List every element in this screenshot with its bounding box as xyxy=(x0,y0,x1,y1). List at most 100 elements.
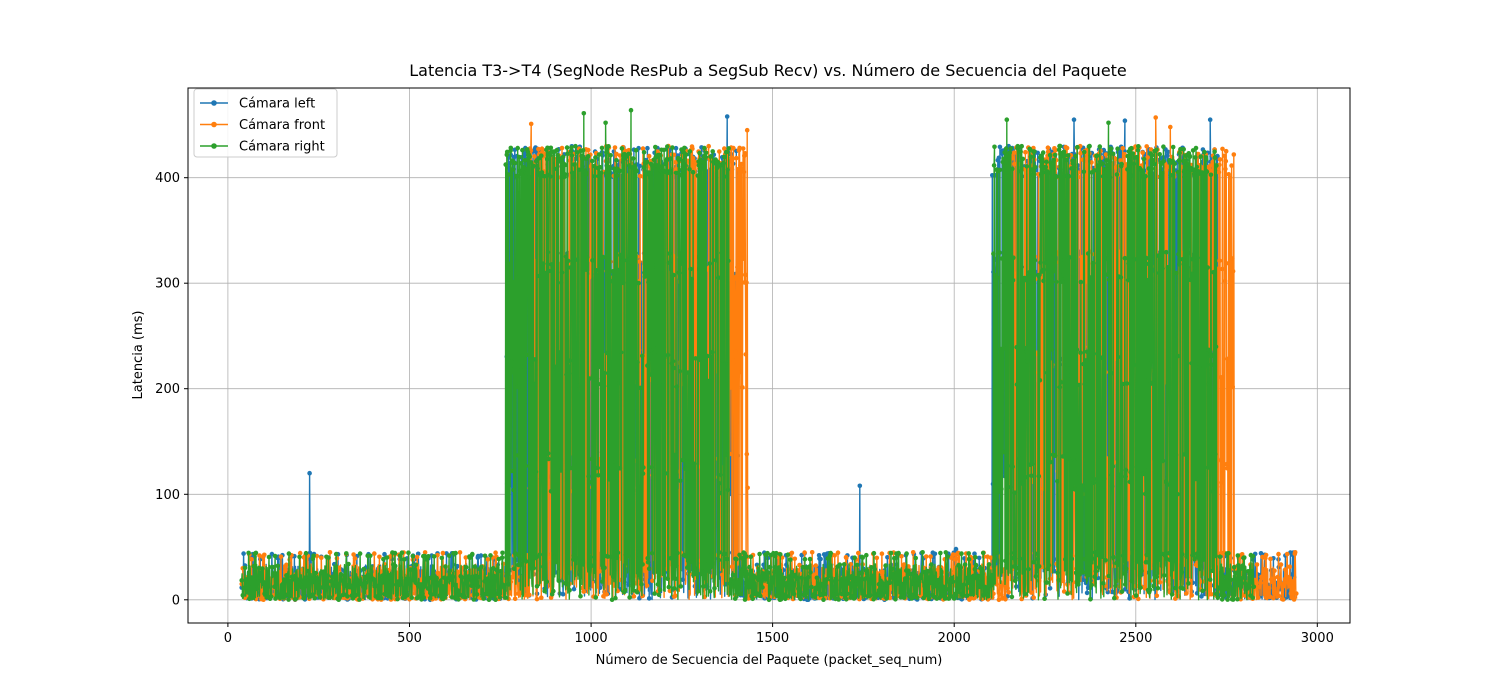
data-point xyxy=(868,592,873,598)
data-point xyxy=(309,576,314,581)
data-point xyxy=(784,594,789,599)
data-point xyxy=(1139,568,1144,574)
data-point xyxy=(605,169,611,174)
data-point xyxy=(1020,156,1026,162)
data-point xyxy=(1216,169,1222,175)
data-point xyxy=(1218,583,1224,588)
data-point xyxy=(1186,581,1191,586)
data-point xyxy=(539,595,544,600)
data-point xyxy=(1080,483,1085,489)
data-point xyxy=(1168,124,1173,130)
data-point xyxy=(715,275,721,281)
data-point xyxy=(354,577,360,583)
data-point xyxy=(562,171,567,177)
data-point xyxy=(1294,591,1299,596)
data-point xyxy=(522,152,527,158)
data-point xyxy=(348,583,354,589)
data-point xyxy=(717,149,722,154)
data-point xyxy=(1010,278,1016,283)
data-point xyxy=(890,573,896,578)
data-point xyxy=(1227,584,1233,589)
data-point xyxy=(767,564,773,570)
x-tick-label: 3000 xyxy=(1301,631,1334,646)
data-point xyxy=(554,147,560,153)
data-point xyxy=(553,550,558,556)
data-point xyxy=(1060,272,1066,278)
data-point xyxy=(682,145,687,151)
data-point xyxy=(327,594,333,600)
data-point xyxy=(900,581,906,587)
data-point xyxy=(597,164,603,170)
data-point xyxy=(1154,574,1160,580)
data-point xyxy=(1242,555,1247,560)
legend-label: Cámara right xyxy=(239,140,325,155)
data-point xyxy=(287,593,293,599)
data-point xyxy=(580,148,586,153)
data-point xyxy=(505,558,510,564)
data-point xyxy=(333,551,339,557)
data-point xyxy=(528,362,533,368)
data-point xyxy=(1173,452,1179,458)
data-point xyxy=(658,271,664,276)
data-point xyxy=(864,552,869,558)
data-point xyxy=(1077,556,1083,561)
data-point xyxy=(1203,157,1209,162)
data-point xyxy=(494,567,500,573)
data-point xyxy=(710,149,715,154)
data-point xyxy=(544,156,550,162)
data-point xyxy=(1052,268,1057,274)
data-point xyxy=(697,150,702,156)
data-point xyxy=(1230,597,1236,602)
data-point xyxy=(242,565,248,571)
data-point xyxy=(1235,596,1240,602)
data-point xyxy=(1246,569,1251,574)
data-point xyxy=(463,565,469,570)
data-point xyxy=(1209,362,1214,368)
data-point xyxy=(510,167,515,172)
data-point xyxy=(532,154,537,159)
data-point xyxy=(1192,265,1198,271)
data-point xyxy=(744,127,750,133)
data-point xyxy=(738,369,743,375)
data-point xyxy=(724,174,729,179)
data-point xyxy=(683,554,689,559)
data-point xyxy=(1233,570,1238,576)
data-point xyxy=(822,591,827,597)
data-point xyxy=(729,564,735,569)
data-point xyxy=(1145,278,1150,283)
data-point xyxy=(1157,557,1162,562)
data-point xyxy=(1018,169,1024,174)
data-point xyxy=(594,376,600,381)
data-point xyxy=(991,163,997,168)
data-point xyxy=(246,582,251,588)
data-point xyxy=(1138,585,1143,590)
data-point xyxy=(673,593,678,598)
data-point xyxy=(1222,278,1228,284)
data-point xyxy=(500,550,505,556)
data-point xyxy=(1219,597,1225,602)
data-point xyxy=(1078,279,1084,285)
data-point xyxy=(292,596,298,602)
data-point xyxy=(506,172,511,177)
data-point xyxy=(515,145,520,151)
data-point xyxy=(1255,595,1261,600)
data-point xyxy=(1119,161,1124,167)
data-point xyxy=(668,555,674,561)
data-point xyxy=(962,562,968,567)
data-point xyxy=(1195,554,1200,560)
data-point xyxy=(770,575,775,580)
data-point xyxy=(722,551,728,557)
data-point xyxy=(546,456,551,462)
data-point xyxy=(516,553,522,558)
data-point xyxy=(596,473,601,478)
data-point xyxy=(646,596,652,601)
data-point xyxy=(653,144,658,150)
data-point xyxy=(1096,255,1101,261)
data-point xyxy=(724,556,730,562)
data-point xyxy=(1179,569,1185,575)
data-point xyxy=(1200,588,1205,594)
data-point xyxy=(734,276,740,282)
data-point xyxy=(1028,154,1034,159)
data-point xyxy=(1066,173,1072,179)
data-point xyxy=(788,580,794,585)
